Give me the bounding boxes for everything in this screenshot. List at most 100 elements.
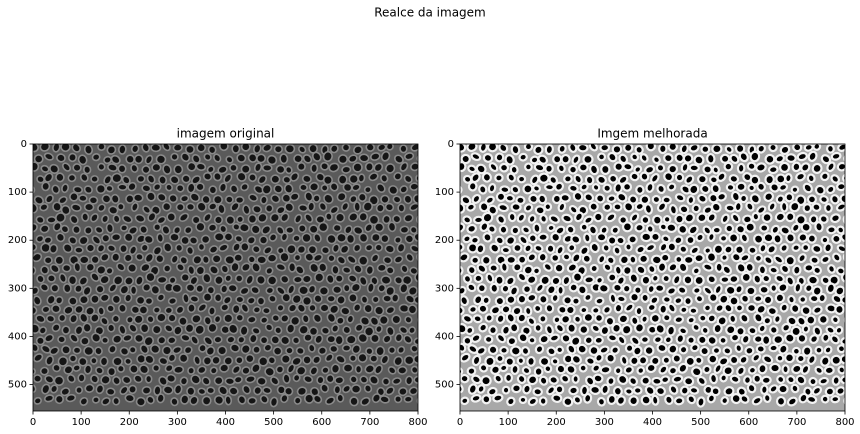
pore — [155, 253, 165, 264]
pore — [229, 163, 238, 173]
pore — [111, 334, 123, 345]
pore — [853, 253, 860, 264]
pore — [649, 312, 661, 324]
pore — [337, 154, 349, 165]
pore — [785, 211, 796, 223]
pore — [481, 394, 492, 405]
pore — [373, 222, 385, 233]
pore — [61, 183, 69, 194]
pore — [171, 283, 183, 294]
pore — [853, 354, 860, 366]
pore — [694, 294, 705, 304]
pore — [323, 193, 334, 205]
pore — [203, 335, 214, 346]
pore — [499, 363, 509, 373]
pore — [359, 316, 371, 327]
pore — [105, 184, 114, 193]
pore — [332, 223, 342, 233]
pore — [475, 163, 487, 175]
pore — [518, 152, 528, 162]
pore — [33, 305, 38, 316]
pore — [67, 173, 77, 183]
pore — [90, 272, 100, 282]
pore — [285, 226, 295, 235]
pore — [499, 345, 509, 355]
pore — [579, 182, 589, 192]
pore — [364, 223, 374, 233]
pore — [594, 352, 604, 363]
pore — [33, 222, 38, 233]
pore — [489, 305, 501, 316]
pore — [33, 195, 44, 205]
pore — [460, 367, 464, 376]
pore — [55, 232, 66, 243]
pore — [69, 333, 79, 343]
pore — [33, 286, 40, 296]
pore — [830, 194, 840, 205]
pore — [471, 354, 482, 367]
pore — [373, 162, 384, 173]
pore — [212, 171, 223, 182]
y-tick-label: 300 — [435, 283, 454, 294]
x-tick-label: 0 — [457, 417, 463, 428]
x-tick-label: 100 — [499, 417, 518, 428]
pore — [853, 294, 860, 304]
pore — [175, 183, 185, 193]
pore — [709, 372, 718, 385]
pore — [468, 305, 478, 314]
pore — [318, 285, 330, 296]
pore — [552, 315, 562, 325]
pore — [755, 162, 767, 173]
pore — [510, 363, 520, 375]
pore — [461, 314, 473, 324]
pore — [279, 153, 289, 165]
pore — [688, 306, 699, 315]
pore — [227, 323, 239, 335]
pore — [671, 374, 684, 384]
pore — [308, 303, 317, 313]
pore — [784, 192, 795, 203]
pore — [532, 387, 543, 397]
pore — [578, 363, 588, 373]
pore — [484, 355, 496, 368]
pore — [369, 333, 380, 344]
pore — [647, 264, 657, 275]
pore — [724, 203, 736, 213]
pore — [640, 292, 650, 303]
pore — [791, 161, 802, 173]
pore — [487, 344, 499, 356]
pore — [105, 266, 114, 276]
pore — [242, 204, 251, 216]
pore — [166, 212, 177, 222]
pore — [141, 282, 152, 293]
pore — [247, 213, 258, 225]
pore — [796, 315, 807, 327]
pore — [638, 253, 649, 264]
pore — [413, 232, 418, 243]
pore — [582, 312, 595, 323]
pore — [357, 332, 369, 344]
pore — [751, 395, 763, 406]
pore — [814, 221, 824, 233]
pore — [35, 336, 46, 346]
pore — [340, 306, 351, 316]
pore — [591, 306, 601, 315]
pore — [556, 284, 565, 296]
pore — [352, 162, 363, 173]
pore — [800, 364, 811, 375]
pore — [78, 255, 90, 265]
pore — [40, 265, 50, 275]
pore — [595, 193, 606, 204]
pore — [409, 182, 418, 191]
pore — [570, 234, 582, 245]
pore — [607, 151, 618, 163]
pore — [54, 255, 65, 266]
pore — [847, 262, 858, 272]
pore — [830, 395, 841, 404]
pore — [146, 191, 156, 202]
pore — [144, 252, 155, 264]
pore — [805, 314, 817, 326]
pore — [686, 394, 697, 405]
pore — [390, 293, 400, 303]
pore — [466, 223, 477, 234]
